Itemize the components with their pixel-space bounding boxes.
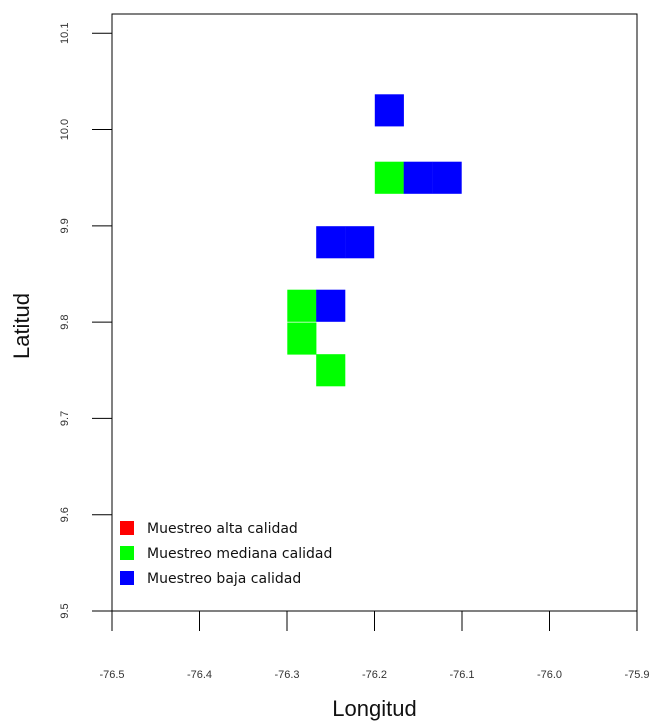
- legend-swatch: [120, 521, 134, 535]
- x-axis-title: Longitud: [332, 696, 416, 721]
- y-tick-label: 9.8: [59, 314, 71, 329]
- grid-cell-mediana: [316, 354, 346, 387]
- legend-swatch: [120, 546, 134, 560]
- cells-layer: [287, 94, 462, 387]
- y-tick-label: 10.0: [59, 119, 71, 140]
- grid-cell-baja: [432, 161, 462, 194]
- x-tick-label: -76.4: [187, 669, 212, 681]
- y-axis-title: Latitud: [9, 293, 34, 359]
- x-tick-label: -76.2: [362, 669, 387, 681]
- y-tick-label: 9.7: [59, 411, 71, 426]
- y-tick-label: 9.9: [59, 218, 71, 233]
- legend: Muestreo alta calidad Muestreo mediana ca…: [120, 521, 332, 587]
- x-tick-label: -76.0: [537, 669, 562, 681]
- y-tick-label: 9.6: [59, 507, 71, 522]
- legend-label: Muestreo mediana calidad: [147, 546, 332, 562]
- grid-cell-mediana: [287, 289, 317, 322]
- x-tick-label: -76.3: [274, 669, 299, 681]
- y-tick-label: 9.5: [59, 603, 71, 618]
- x-tick-label: -76.5: [99, 669, 124, 681]
- grid-cell-baja: [345, 226, 375, 259]
- legend-label: Muestreo baja calidad: [147, 571, 301, 587]
- x-tick-label: -75.9: [624, 669, 649, 681]
- x-axis: -76.5 -76.4 -76.3 -76.2 -76.1 -76.0 -75.9: [99, 611, 650, 681]
- y-axis: 9.5 9.6 9.7 9.8 9.9 10.0 10.1: [59, 23, 112, 619]
- grid-cell-baja: [403, 161, 433, 194]
- grid-cell-mediana: [374, 161, 404, 194]
- x-tick-label: -76.1: [449, 669, 474, 681]
- y-tick-label: 10.1: [59, 23, 71, 44]
- legend-swatch: [120, 571, 134, 585]
- grid-cell-baja: [316, 226, 346, 259]
- legend-label: Muestreo alta calidad: [147, 521, 298, 537]
- grid-cell-baja: [316, 289, 346, 322]
- grid-cell-mediana: [287, 322, 317, 355]
- grid-cell-baja: [374, 94, 404, 127]
